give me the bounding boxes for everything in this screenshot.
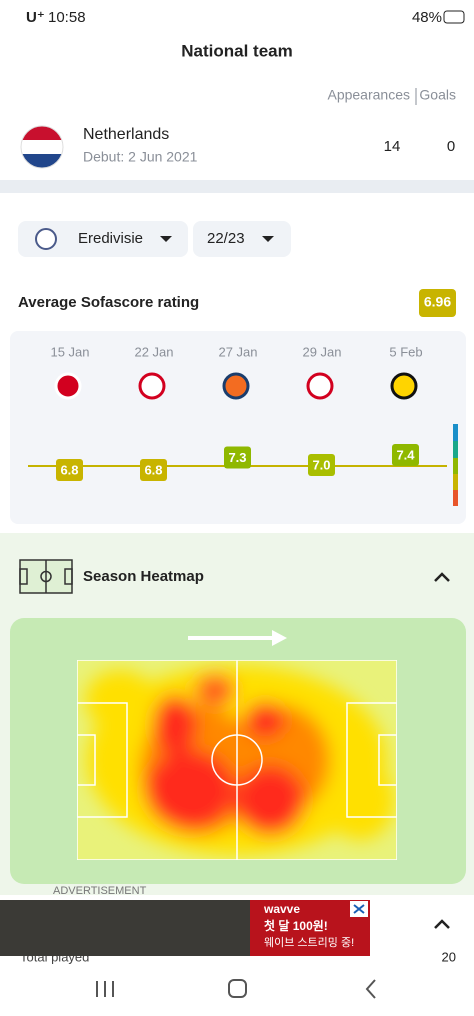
rating-value: 7.0	[312, 457, 330, 472]
season: 22/23	[207, 230, 245, 247]
league-dropdown[interactable]	[18, 221, 188, 257]
heatmap-title: Season Heatmap	[83, 568, 204, 585]
debut: Debut: 2 Jun 2021	[83, 149, 198, 165]
ad-line2: 웨이브 스트리밍 중!	[264, 936, 354, 949]
match-date: 22 Jan	[134, 344, 173, 359]
direction-arrow	[188, 630, 287, 646]
collapse[interactable]	[434, 919, 450, 929]
match-date: 29 Jan	[302, 344, 341, 359]
rating-card	[10, 331, 466, 524]
page-title: National team	[181, 41, 292, 60]
rating-box	[308, 454, 335, 476]
carrier: U⁺	[26, 9, 45, 26]
league: Eredivisie	[78, 230, 143, 247]
clock: 10:58	[48, 9, 86, 26]
average-rating: 6.96	[424, 294, 451, 310]
appearances: 14	[384, 138, 401, 155]
close-icon	[353, 904, 365, 914]
nav-bar	[96, 979, 376, 999]
match-date: 5 Feb	[389, 344, 422, 359]
matches: 15 Jan 6.8 22 Jan 6.8 27 Jan 7.3 29 Jan 7.0 5 Fe…	[50, 344, 423, 481]
battery-icon	[443, 10, 465, 24]
team-name: Netherlands	[83, 126, 169, 143]
flag	[21, 126, 63, 168]
flag-border	[20, 125, 64, 169]
rating-value: 7.3	[228, 450, 246, 465]
collapse[interactable]	[434, 572, 450, 582]
col-goals: Goals	[419, 87, 456, 103]
heatmap	[77, 660, 397, 860]
rating-title: Average Sofascore rating	[18, 294, 199, 311]
rating-scale	[453, 424, 458, 506]
opponent-logo	[54, 372, 82, 400]
opponent-logo	[306, 372, 334, 400]
rating-value: 6.8	[60, 462, 78, 477]
ad-image[interactable]	[0, 900, 250, 956]
match-date: 27 Jan	[218, 344, 257, 359]
rating-value: 6.8	[144, 462, 162, 477]
battery: 48%	[412, 9, 442, 26]
stat-value: 20	[442, 949, 456, 964]
nav-back[interactable]	[365, 979, 376, 999]
league-logo	[35, 228, 57, 250]
dropdown-arrow	[160, 236, 172, 242]
col-appearances: Appearances	[327, 87, 410, 103]
average-badge	[419, 289, 456, 317]
opponent-logo	[222, 372, 250, 400]
opponent-logo	[138, 372, 166, 400]
nav-home[interactable]	[228, 979, 247, 998]
rating-value: 7.4	[396, 447, 415, 462]
separator	[0, 180, 474, 193]
goals: 0	[447, 138, 455, 155]
dropdown-arrow	[262, 236, 274, 242]
rating-box	[224, 446, 251, 469]
match-date: 15 Jan	[50, 344, 89, 359]
pitch-icon	[19, 559, 73, 594]
ad-brand: wavve	[263, 902, 300, 916]
opponent-logo	[390, 372, 418, 400]
nav-recent[interactable]	[96, 981, 114, 997]
ad-label: ADVERTISEMENT	[53, 885, 147, 897]
rating-box	[140, 459, 167, 481]
season-dropdown[interactable]	[193, 221, 291, 257]
rating-box	[392, 444, 419, 466]
rating-box	[56, 459, 83, 481]
ad-line1: 첫 달 100원!	[264, 918, 328, 933]
